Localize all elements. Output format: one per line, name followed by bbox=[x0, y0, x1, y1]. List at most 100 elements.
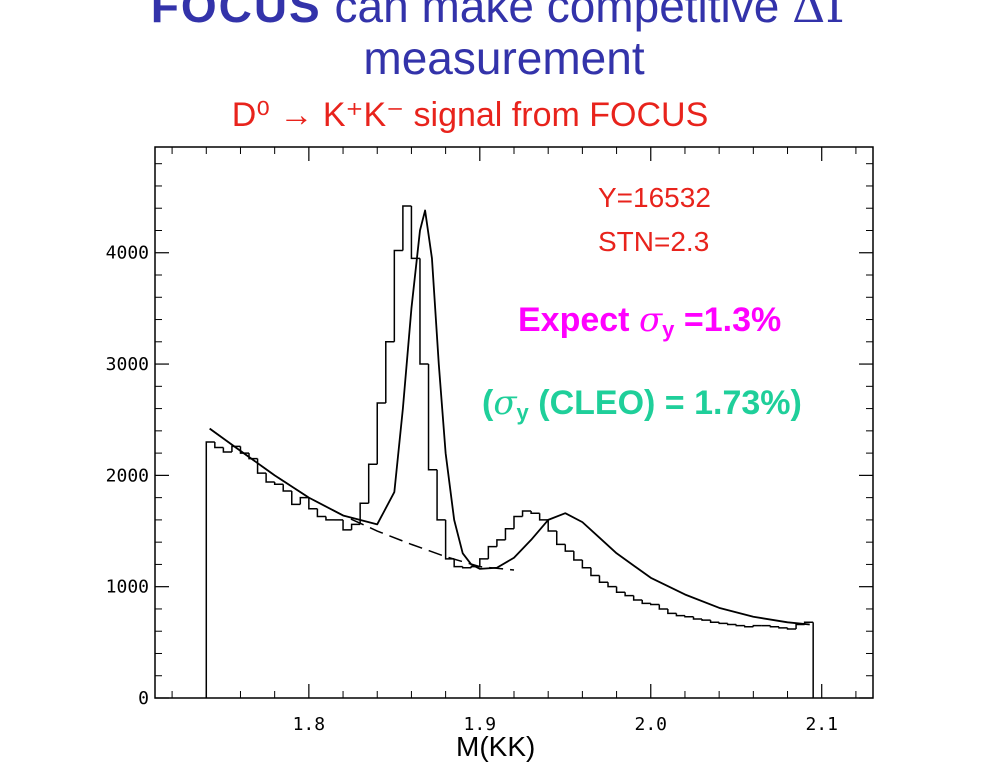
histogram-bin bbox=[555, 531, 566, 546]
histogram-bin bbox=[214, 441, 224, 449]
histogram-bin bbox=[496, 539, 506, 547]
histogram-bin bbox=[573, 551, 583, 561]
histogram-bin bbox=[436, 469, 446, 521]
histogram-bin bbox=[231, 445, 241, 452]
histogram-bin bbox=[427, 364, 438, 471]
signal-fit-line bbox=[209, 209, 810, 626]
y-tick-label: 2000 bbox=[106, 465, 149, 486]
histogram-bin bbox=[359, 502, 369, 525]
histogram-bin bbox=[342, 519, 352, 531]
x-axis-label: M(KK) bbox=[456, 731, 536, 762]
y-tick-label: 1000 bbox=[106, 577, 149, 598]
histogram-bin bbox=[504, 528, 514, 540]
title-brand: FOCUS bbox=[150, 0, 322, 32]
histogram-bin bbox=[402, 205, 412, 251]
histogram-bin bbox=[624, 592, 634, 597]
histogram-bin bbox=[461, 566, 472, 569]
histogram-bin bbox=[419, 258, 429, 365]
annotation-cleo: (σy (CLEO) = 1.73%) bbox=[482, 383, 802, 433]
histogram-bin bbox=[650, 603, 660, 606]
histogram-bin bbox=[367, 463, 378, 504]
chart-title: D⁰ → K⁺K⁻ signal from FOCUS bbox=[232, 96, 709, 134]
histogram-bin bbox=[735, 624, 745, 627]
slide-title: FOCUS can make competitive ΔΓ measuremen… bbox=[0, 0, 1008, 84]
histogram-bin bbox=[487, 545, 497, 559]
histogram-bin bbox=[385, 341, 395, 404]
histogram-bin bbox=[222, 447, 232, 453]
histogram-bin bbox=[530, 510, 540, 514]
histogram-bin bbox=[744, 625, 754, 628]
histogram-bin bbox=[615, 586, 626, 594]
histogram-bin bbox=[291, 490, 301, 506]
cleo-rest: (CLEO) = 1.73%) bbox=[528, 384, 802, 422]
title-line2: measurement bbox=[363, 32, 645, 84]
histogram-bin bbox=[701, 618, 711, 621]
histogram-bin bbox=[239, 446, 250, 454]
histogram-bin bbox=[675, 613, 685, 617]
histogram-bin bbox=[410, 205, 420, 260]
histogram-bin bbox=[513, 515, 523, 529]
annotation-stn: STN=2.3 bbox=[598, 226, 710, 257]
histogram-bin bbox=[521, 510, 532, 517]
histogram-bin bbox=[641, 600, 651, 605]
histogram-bin bbox=[667, 608, 677, 615]
expect-sigma: σ bbox=[638, 300, 663, 340]
histogram-bin bbox=[282, 484, 292, 492]
histogram-bin bbox=[547, 519, 557, 532]
y-tick-label: 4000 bbox=[106, 243, 149, 264]
histogram-bin bbox=[769, 625, 779, 628]
histogram-bin bbox=[786, 627, 797, 630]
histogram-bin bbox=[316, 508, 326, 518]
annotation-yield: Y=16532 bbox=[598, 182, 711, 213]
histogram-bin bbox=[718, 622, 728, 625]
histogram-bin bbox=[248, 453, 258, 460]
histogram-bin bbox=[538, 513, 549, 521]
title-delta: ΔΓ bbox=[792, 0, 858, 33]
cleo-sigma: σ bbox=[493, 383, 517, 423]
y-tick-label: 0 bbox=[138, 688, 149, 709]
signal-fit-curve bbox=[209, 209, 810, 626]
axis-tick-labels: 1.8 1.9 2.0 2.1 0 1000 2000 3000 4000 bbox=[106, 243, 838, 735]
histogram-bin bbox=[684, 615, 694, 618]
histogram-bin bbox=[479, 558, 489, 567]
histogram-bin bbox=[444, 519, 455, 560]
x-tick-label: 2.1 bbox=[805, 714, 838, 735]
histogram-bin bbox=[299, 496, 309, 505]
annotation-expect: Expect σy =1.3% bbox=[518, 300, 781, 350]
histogram-bin bbox=[325, 516, 335, 521]
expect-value: =1.3% bbox=[674, 301, 782, 339]
histogram-bin bbox=[205, 441, 215, 698]
histogram-bin bbox=[795, 623, 805, 629]
histogram-bin bbox=[709, 620, 720, 624]
histogram-bin bbox=[658, 604, 668, 610]
expect-sub: y bbox=[662, 317, 675, 342]
histogram-bin bbox=[265, 473, 275, 483]
histogram-bin bbox=[453, 558, 463, 568]
histogram-bin bbox=[273, 482, 284, 486]
cleo-sub: y bbox=[516, 400, 529, 425]
histogram-bin bbox=[726, 623, 737, 626]
histogram-bin bbox=[692, 616, 703, 620]
x-tick-label: 1.9 bbox=[464, 714, 497, 735]
y-tick-label: 3000 bbox=[106, 354, 149, 375]
expect-prefix: Expect bbox=[518, 301, 639, 339]
histogram-bin bbox=[590, 567, 600, 577]
histogram bbox=[205, 205, 814, 698]
histogram-bin bbox=[564, 544, 574, 552]
background-fit-curve bbox=[209, 428, 515, 571]
histogram-bin bbox=[632, 595, 643, 601]
histogram-bin bbox=[393, 249, 403, 342]
histogram-bin bbox=[607, 582, 617, 588]
histogram-bin bbox=[778, 626, 788, 629]
histogram-bin bbox=[376, 402, 386, 465]
axis-ticks bbox=[155, 147, 873, 699]
x-tick-label: 2.0 bbox=[635, 714, 668, 735]
title-text: can make competitive bbox=[321, 0, 793, 32]
histogram-bin bbox=[598, 575, 609, 583]
histogram-bin bbox=[752, 624, 762, 627]
background-fit-line bbox=[209, 428, 515, 571]
x-tick-label: 1.8 bbox=[293, 714, 326, 735]
cleo-open: ( bbox=[482, 384, 494, 422]
histogram-bin bbox=[581, 559, 591, 569]
